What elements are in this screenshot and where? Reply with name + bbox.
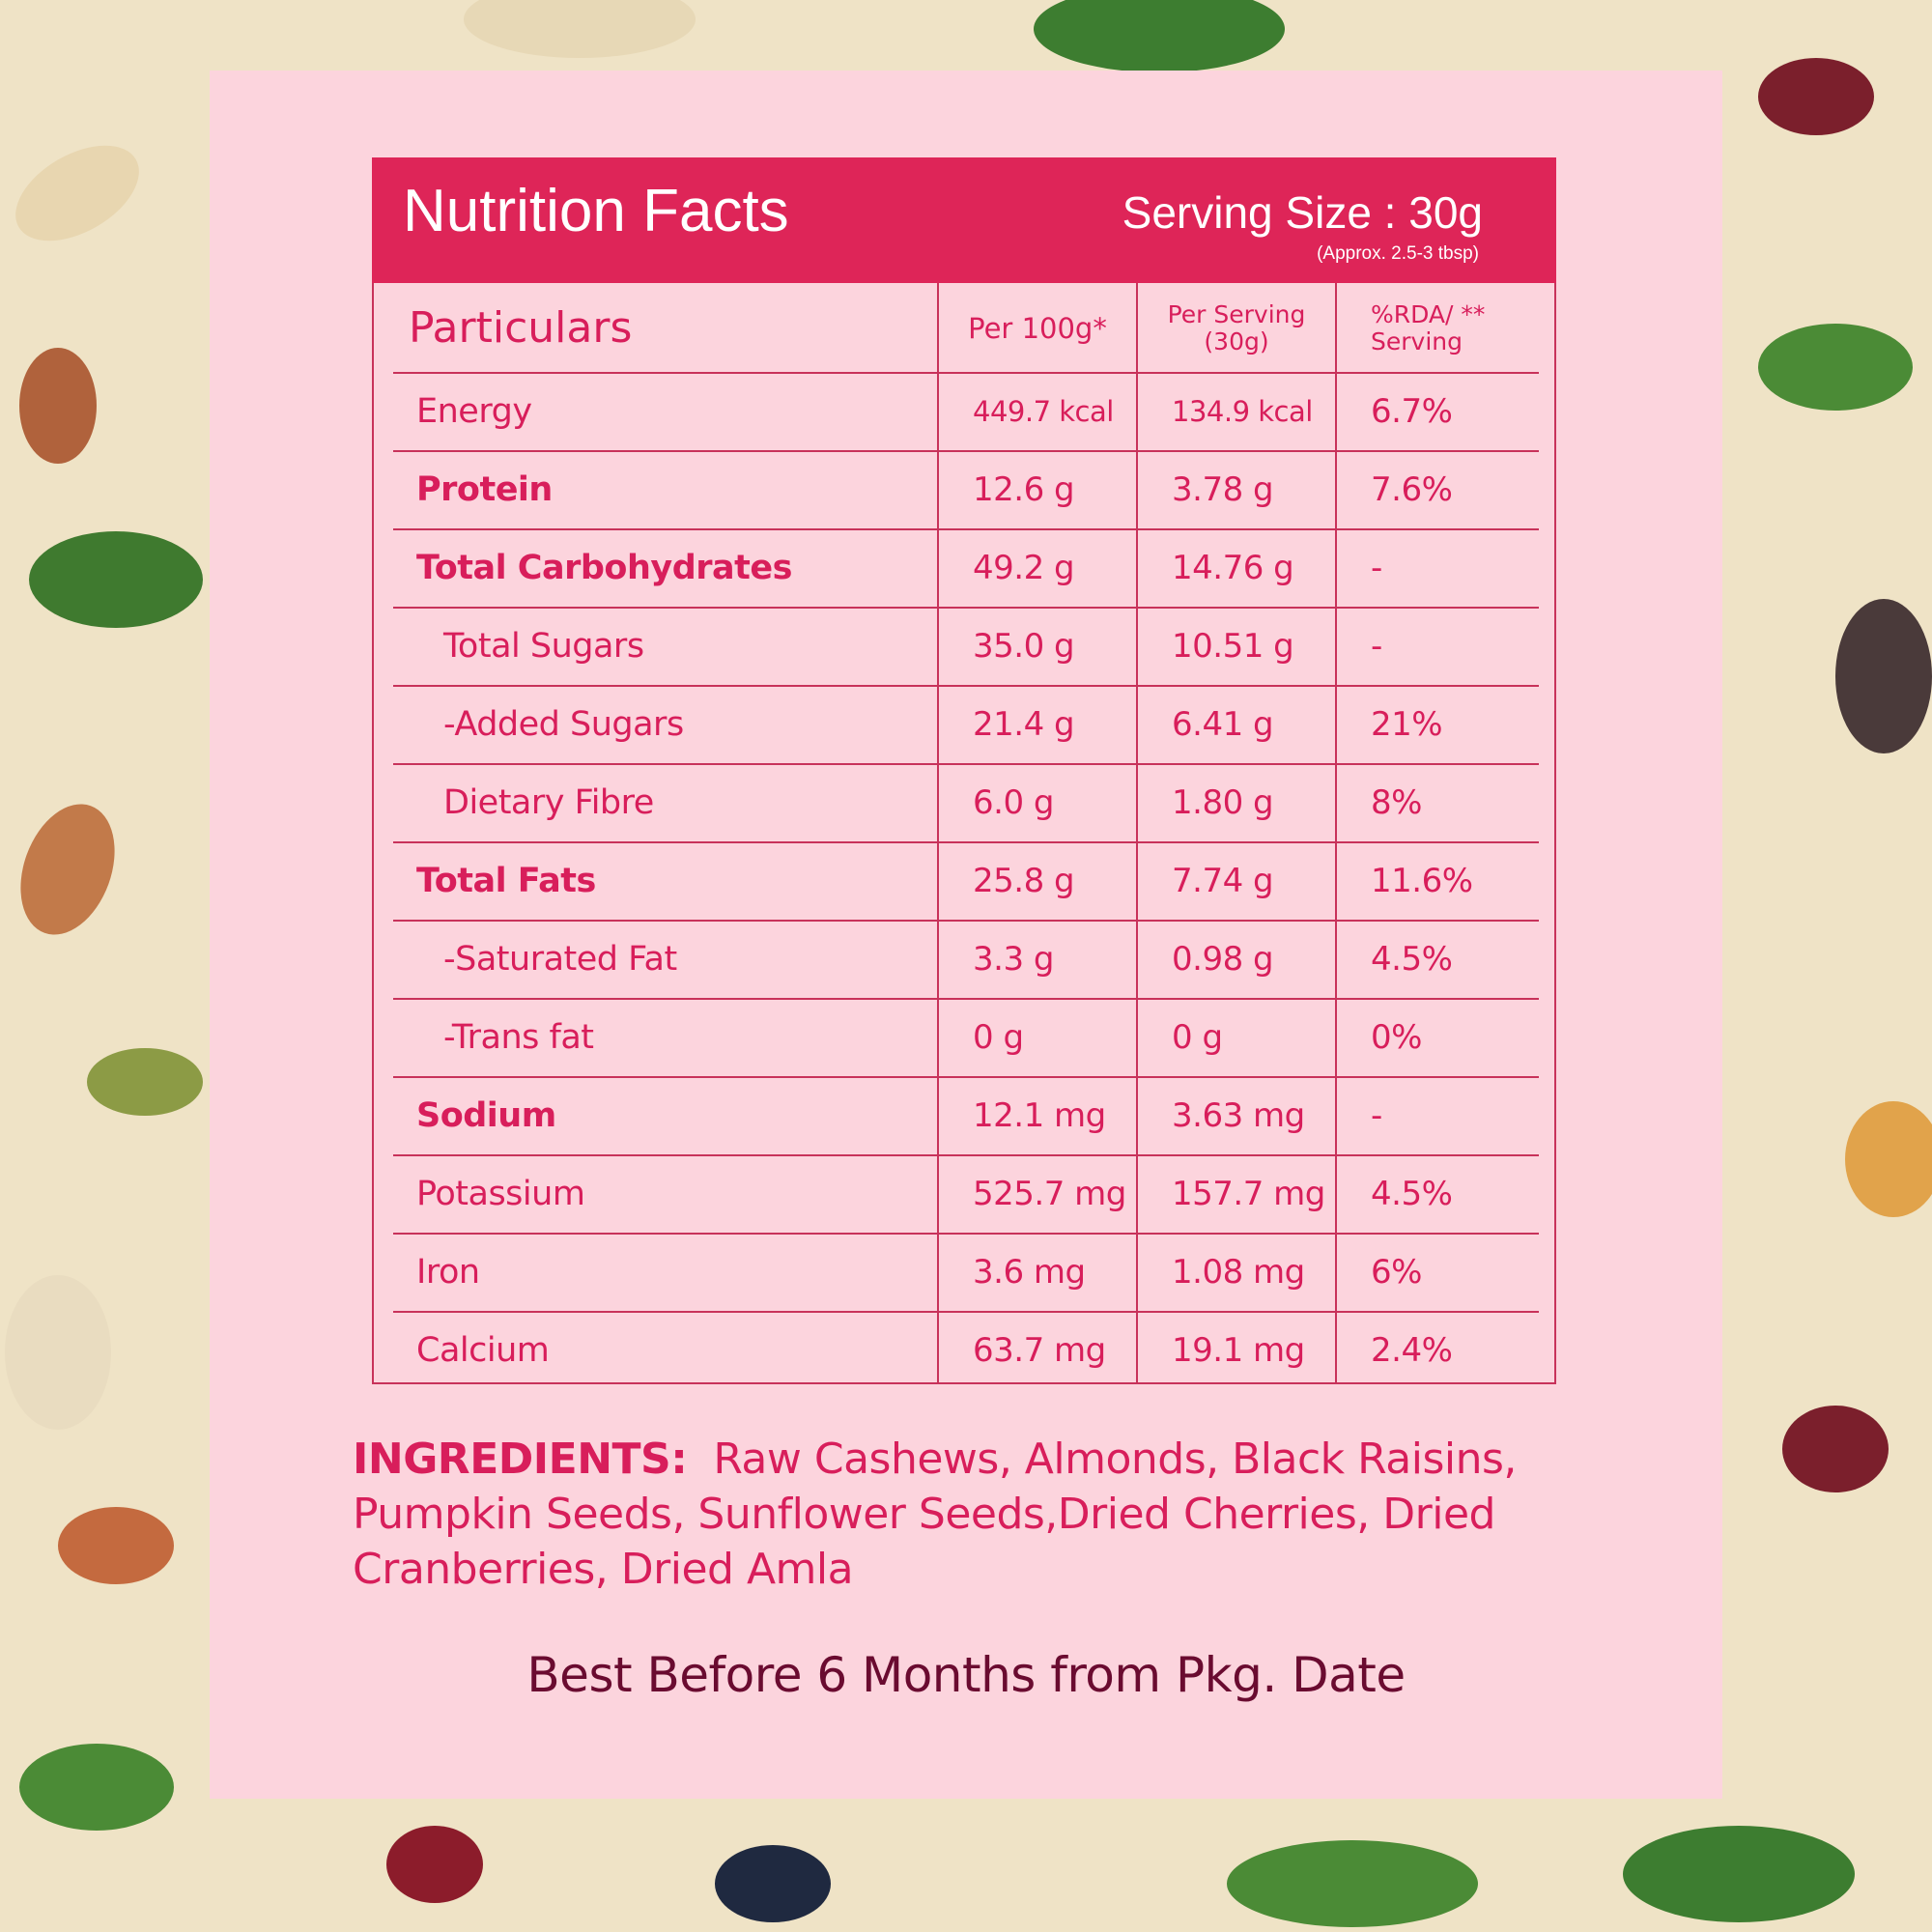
ingredients: INGREDIENTS: Raw Cashews, Almonds, Black… xyxy=(353,1432,1599,1597)
nutrient-value: 3.6 mg xyxy=(973,1253,1086,1292)
nutrient-value: 0 g xyxy=(973,1018,1024,1057)
row-divider xyxy=(393,607,1539,609)
nutrient-value: 6.41 g xyxy=(1172,705,1274,744)
row-divider xyxy=(393,1154,1539,1156)
nutrient-value: 0% xyxy=(1371,1018,1422,1057)
nutrient-value: 12.1 mg xyxy=(973,1096,1106,1135)
nutrient-value: - xyxy=(1371,627,1382,666)
nutrient-value: 449.7 kcal xyxy=(973,395,1114,428)
row-divider xyxy=(393,450,1539,452)
nutrient-value: 63.7 mg xyxy=(973,1331,1106,1370)
nutrient-name: Potassium xyxy=(416,1175,585,1213)
serving-size: Serving Size : 30g xyxy=(1122,187,1483,238)
nutrient-value: 4.5% xyxy=(1371,940,1453,979)
nutrient-value: - xyxy=(1371,549,1382,587)
nutrient-value: 3.63 mg xyxy=(1172,1096,1305,1135)
serving-note: (Approx. 2.5-3 tbsp) xyxy=(1317,243,1479,264)
column-divider xyxy=(1335,283,1337,1384)
column-divider xyxy=(937,283,939,1384)
header-line: (30g) xyxy=(1204,327,1269,355)
nutrient-name: Total Sugars xyxy=(443,627,644,666)
nutrient-name: Protein xyxy=(416,470,553,509)
ingredients-text: Raw Cashews, Almonds, Black Raisins, Pum… xyxy=(353,1435,1517,1594)
row-divider xyxy=(393,841,1539,843)
column-header: Particulars xyxy=(374,283,938,373)
nutrient-value: 3.3 g xyxy=(973,940,1054,979)
column-header: Per 100g* xyxy=(938,283,1137,373)
nutrient-value: 3.78 g xyxy=(1172,470,1274,509)
nutrient-name: Energy xyxy=(416,392,532,431)
nutrient-value: 157.7 mg xyxy=(1172,1175,1325,1213)
title: Nutrition Facts xyxy=(403,178,789,244)
nutrient-value: 8% xyxy=(1371,783,1422,822)
row-divider xyxy=(393,763,1539,765)
header-line: Per Serving xyxy=(1167,299,1306,328)
nutrient-value: 2.4% xyxy=(1371,1331,1453,1370)
nutrient-value: 1.08 mg xyxy=(1172,1253,1305,1292)
nutrient-value: 25.8 g xyxy=(973,862,1075,900)
column-divider xyxy=(1136,283,1138,1384)
label-panel xyxy=(210,71,1722,1799)
nutrient-value: 6.7% xyxy=(1371,392,1453,431)
nutrient-value: 0 g xyxy=(1172,1018,1223,1057)
header-line: Serving xyxy=(1371,327,1463,355)
best-before: Best Before 6 Months from Pkg. Date xyxy=(526,1647,1406,1703)
header-line: Particulars xyxy=(409,303,633,353)
nutrient-value: 21% xyxy=(1371,705,1443,744)
nutrition-table: Particulars Per 100g* Per Serving (30g) %RDA… xyxy=(372,283,1556,1384)
nutrient-value: - xyxy=(1371,1096,1382,1135)
nutrient-value: 7.6% xyxy=(1371,470,1453,509)
column-header: %RDA/ ** Serving xyxy=(1336,283,1558,373)
row-divider xyxy=(393,920,1539,922)
row-divider xyxy=(393,372,1539,374)
nutrient-value: 10.51 g xyxy=(1172,627,1294,666)
nutrient-name: Sodium xyxy=(416,1096,556,1135)
nutrient-name: Dietary Fibre xyxy=(443,783,654,822)
nutrient-value: 1.80 g xyxy=(1172,783,1274,822)
table-header: Nutrition Facts Serving Size : 30g (Appr… xyxy=(372,157,1556,283)
header-line: %RDA/ ** xyxy=(1371,299,1486,328)
row-divider xyxy=(393,998,1539,1000)
row-divider xyxy=(393,1233,1539,1235)
row-divider xyxy=(393,1311,1539,1313)
nutrient-value: 134.9 kcal xyxy=(1172,395,1313,428)
nutrient-value: 6% xyxy=(1371,1253,1422,1292)
nutrient-value: 21.4 g xyxy=(973,705,1075,744)
nutrient-name: Calcium xyxy=(416,1331,550,1370)
row-divider xyxy=(393,528,1539,530)
nutrient-name: Total Fats xyxy=(416,862,596,900)
nutrient-name: -Added Sugars xyxy=(443,705,684,744)
nutrient-value: 49.2 g xyxy=(973,549,1075,587)
nutrient-name: -Saturated Fat xyxy=(443,940,677,979)
nutrient-value: 11.6% xyxy=(1371,862,1473,900)
row-divider xyxy=(393,1076,1539,1078)
nutrient-value: 12.6 g xyxy=(973,470,1075,509)
nutrient-value: 4.5% xyxy=(1371,1175,1453,1213)
row-divider xyxy=(393,685,1539,687)
nutrient-name: Total Carbohydrates xyxy=(416,549,792,587)
nutrient-value: 0.98 g xyxy=(1172,940,1274,979)
nutrient-name: Iron xyxy=(416,1253,480,1292)
nutrient-value: 19.1 mg xyxy=(1172,1331,1305,1370)
nutrient-value: 35.0 g xyxy=(973,627,1075,666)
nutrient-value: 525.7 mg xyxy=(973,1175,1126,1213)
nutrient-value: 14.76 g xyxy=(1172,549,1294,587)
nutrient-value: 7.74 g xyxy=(1172,862,1274,900)
ingredients-label: INGREDIENTS: xyxy=(353,1435,688,1484)
nutrient-value: 6.0 g xyxy=(973,783,1054,822)
nutrient-name: -Trans fat xyxy=(443,1018,594,1057)
header-line: Per 100g* xyxy=(968,311,1107,345)
column-header: Per Serving (30g) xyxy=(1137,283,1336,373)
